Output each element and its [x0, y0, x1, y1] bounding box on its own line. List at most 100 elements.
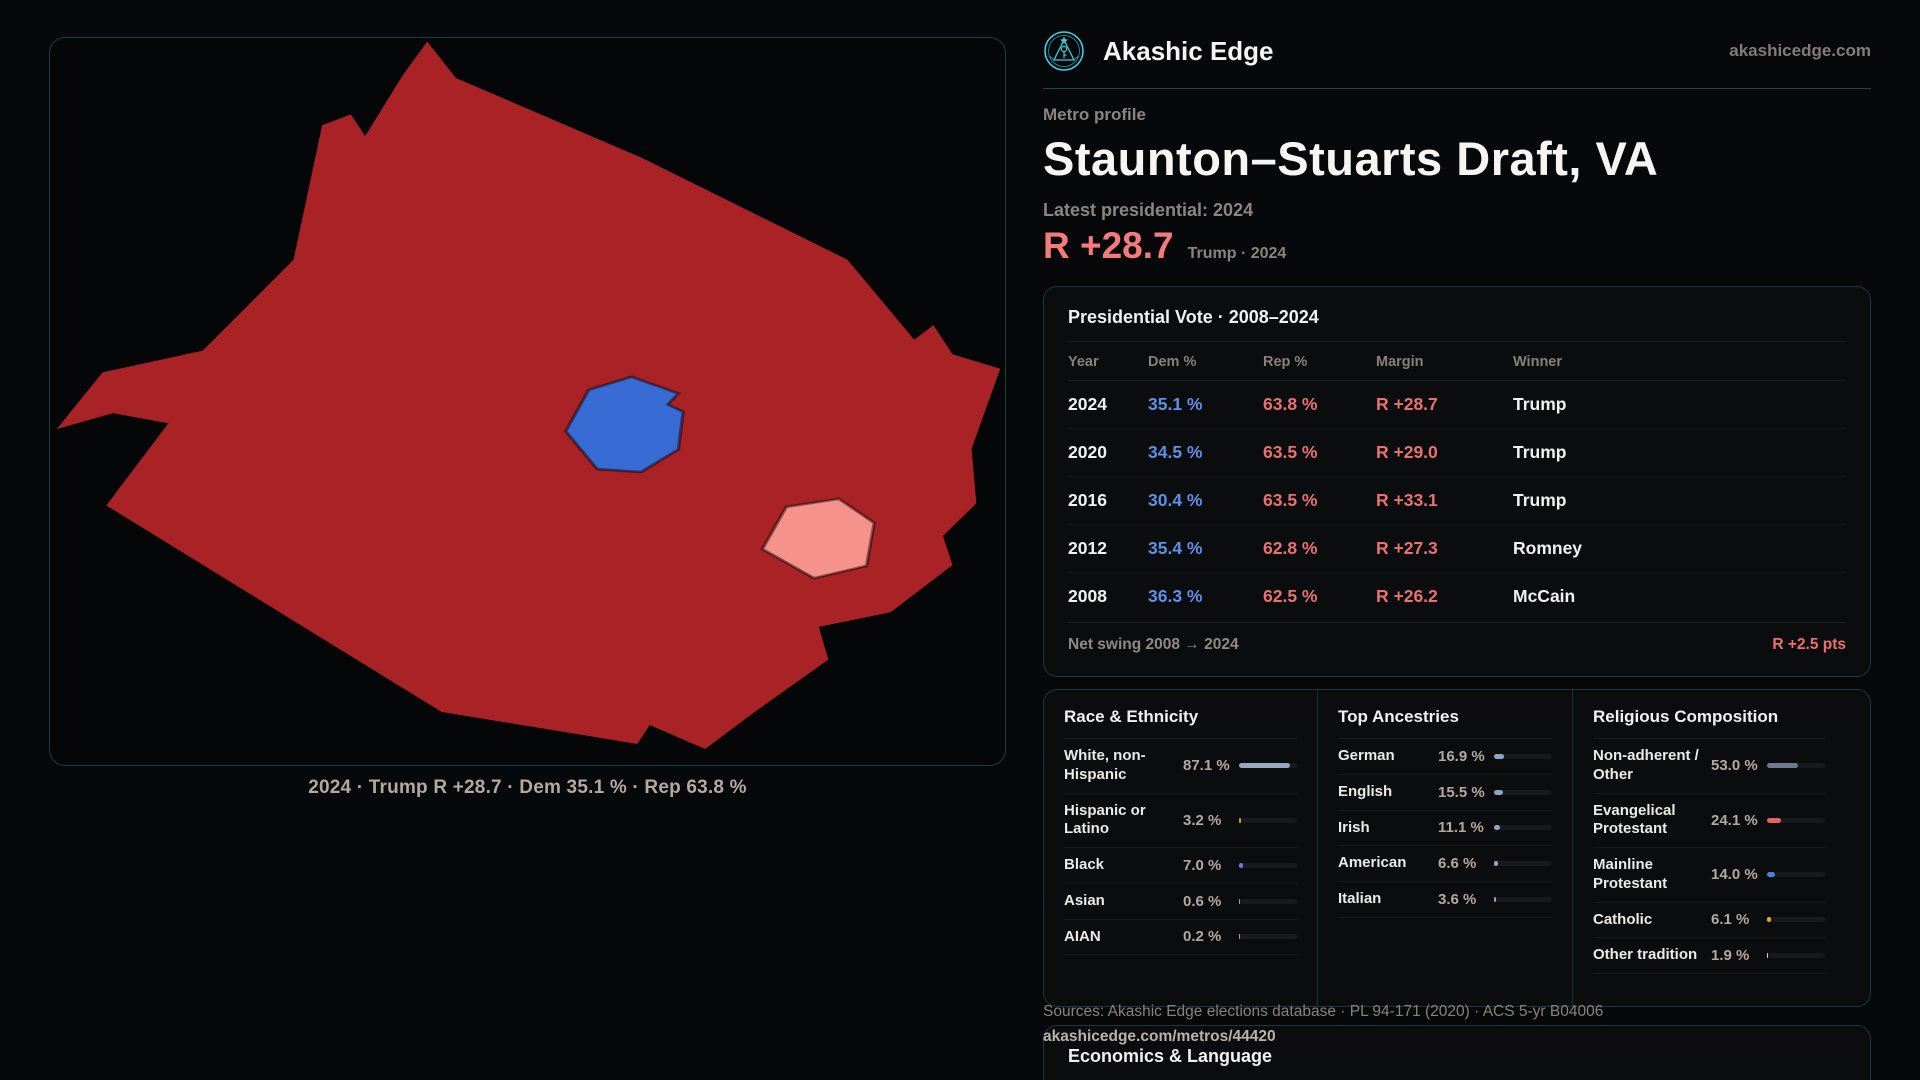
vote-cell-rep: 63.5 % [1263, 428, 1376, 477]
demo-row-label: Catholic [1593, 910, 1653, 928]
demo-row: German 16.9 % [1338, 739, 1552, 775]
demo-row-label: English [1338, 782, 1393, 800]
demo-row-value: 24.1 % [1711, 811, 1758, 829]
brand-bar: Akashic Edge akashicedge.com [1043, 0, 1871, 72]
demo-row-bar [1494, 861, 1552, 867]
demo-row: AIAN 0.2 % [1064, 920, 1297, 956]
vote-cell-winner: Trump [1513, 476, 1846, 525]
vote-cell-dem: 35.4 % [1148, 524, 1263, 573]
vote-cell-year: 2024 [1068, 380, 1148, 429]
demo-row-value: 1.9 % [1711, 947, 1750, 965]
demo-row-bar-fill [1494, 753, 1504, 759]
vote-cell-year: 2020 [1068, 428, 1148, 477]
profile-kicker: Metro profile [1043, 105, 1146, 124]
demo-row-bar-fill [1494, 825, 1501, 831]
demo-row-value: 16.9 % [1438, 747, 1485, 765]
demo-row-bar [1767, 763, 1825, 769]
demo-row-bar-fill [1767, 953, 1769, 959]
demo-row-bar [1767, 953, 1825, 959]
race-ethnicity-column: Race & Ethnicity White, non-Hispanic 87.1… [1044, 690, 1317, 1006]
metro-permalink[interactable]: akashicedge.com/metros/44420 [1043, 1028, 1276, 1045]
demo-row-label: White, non-Hispanic [1064, 747, 1146, 783]
vote-cell-winner: Trump [1513, 380, 1846, 429]
brand-name: Akashic Edge [1103, 35, 1274, 66]
demo-row-value: 15.5 % [1438, 783, 1485, 801]
col-header-year: Year [1068, 354, 1099, 370]
demo-row-label: Asian [1064, 891, 1105, 909]
demo-row: Other tradition 1.9 % [1593, 938, 1825, 974]
presidential-vote-card: Presidential Vote · 2008–2024 Year Dem %… [1043, 286, 1871, 677]
demo-row-label: Non-adherent / Other [1593, 747, 1699, 783]
demo-row: English 15.5 % [1338, 775, 1552, 811]
economics-language-card: Economics & Language Median HH income$53… [1043, 1025, 1871, 1080]
vote-table-row: 2008 36.3 % 62.5 % R +26.2 McCain [1068, 572, 1846, 620]
demo-row-bar [1494, 753, 1552, 759]
demo-row-bar-fill [1767, 917, 1771, 923]
religious-composition-column: Religious Composition Non-adherent / Oth… [1572, 690, 1845, 1006]
latest-presidential-label: Latest presidential: 2024 [1043, 200, 1254, 220]
demo-row: Black 7.0 % [1064, 848, 1297, 884]
header-divider [1043, 88, 1871, 89]
demo-row-bar [1494, 896, 1552, 902]
vote-cell-margin: R +33.1 [1376, 476, 1513, 525]
map-region-republican[interactable] [56, 41, 1001, 750]
demo-row-label: German [1338, 747, 1395, 764]
vote-cell-year: 2016 [1068, 476, 1148, 525]
demo-row: American 6.6 % [1338, 846, 1552, 882]
demo-row-bar-fill [1767, 763, 1798, 769]
demo-row: Non-adherent / Other 53.0 % [1593, 739, 1825, 794]
demo-row: Italian 3.6 % [1338, 882, 1552, 918]
vote-cell-winner: Trump [1513, 428, 1846, 477]
sources-text: Sources: Akashic Edge elections database… [1043, 1003, 1604, 1020]
demo-row-value: 6.6 % [1438, 855, 1477, 873]
headline-margin-context: Trump · 2024 [1187, 245, 1287, 262]
map-pocket-lean-republican[interactable] [760, 497, 876, 580]
page-title: Staunton–Stuarts Draft, VA [1043, 132, 1659, 185]
demo-row-value: 14.0 % [1711, 866, 1758, 884]
vote-cell-rep: 62.8 % [1263, 524, 1376, 573]
demo-row-bar-fill [1767, 817, 1781, 823]
detail-panel: Akashic Edge akashicedge.com Metro profi… [1043, 0, 1871, 1080]
demo-row-label: AIAN [1064, 927, 1101, 945]
demo-row-bar [1239, 862, 1297, 868]
vote-cell-margin: R +29.0 [1376, 428, 1513, 477]
vote-card-title: Presidential Vote · 2008–2024 [1068, 307, 1846, 342]
demo-row-bar-fill [1767, 872, 1776, 878]
demo-row-label: Black [1064, 856, 1105, 873]
race-ethnicity-title: Race & Ethnicity [1064, 707, 1297, 739]
akashic-edge-logo-icon[interactable] [1043, 30, 1085, 72]
vote-cell-rep: 63.8 % [1263, 380, 1376, 429]
col-header-margin: Margin [1376, 354, 1424, 370]
vote-cell-margin: R +26.2 [1376, 572, 1513, 620]
brand-domain-link[interactable]: akashicedge.com [1729, 41, 1871, 60]
net-swing-row: Net swing 2008 → 2024 R +2.5 pts [1068, 622, 1846, 664]
economics-language-title: Economics & Language [1068, 1046, 1846, 1080]
demo-row-bar-fill [1239, 763, 1290, 769]
demo-row-bar-fill [1239, 817, 1241, 823]
demo-row-bar-fill [1494, 789, 1503, 795]
demo-row: Hispanic or Latino 3.2 % [1064, 794, 1297, 848]
demo-row-bar [1239, 898, 1297, 904]
demo-row-bar-fill [1494, 896, 1497, 902]
demo-row-label: Italian [1338, 890, 1382, 907]
demo-row-bar [1767, 872, 1825, 878]
col-header-rep: Rep % [1263, 354, 1308, 370]
demo-row-bar [1494, 825, 1552, 831]
sources-footer: Sources: Akashic Edge elections database… [1043, 1003, 1871, 1046]
vote-cell-rep: 62.5 % [1263, 572, 1376, 620]
net-swing-label: Net swing 2008 → 2024 [1068, 636, 1239, 653]
demo-row-label: Hispanic or Latino [1064, 801, 1146, 838]
vote-cell-margin: R +28.7 [1376, 380, 1513, 429]
vote-cell-dem: 34.5 % [1148, 428, 1263, 477]
demo-row-bar [1239, 934, 1297, 940]
demo-row: White, non-Hispanic 87.1 % [1064, 739, 1297, 794]
demo-row-label: Irish [1338, 818, 1370, 836]
demo-row-value: 11.1 % [1438, 819, 1484, 837]
vote-table-row: 2016 30.4 % 63.5 % R +33.1 Trump [1068, 476, 1846, 525]
demo-row-bar [1494, 789, 1552, 795]
demo-row-label: American [1338, 854, 1407, 872]
vote-cell-year: 2008 [1068, 572, 1148, 620]
vote-table-row: 2012 35.4 % 62.8 % R +27.3 Romney [1068, 524, 1846, 573]
vote-cell-rep: 63.5 % [1263, 476, 1376, 525]
map-pocket-democratic[interactable] [563, 375, 685, 474]
